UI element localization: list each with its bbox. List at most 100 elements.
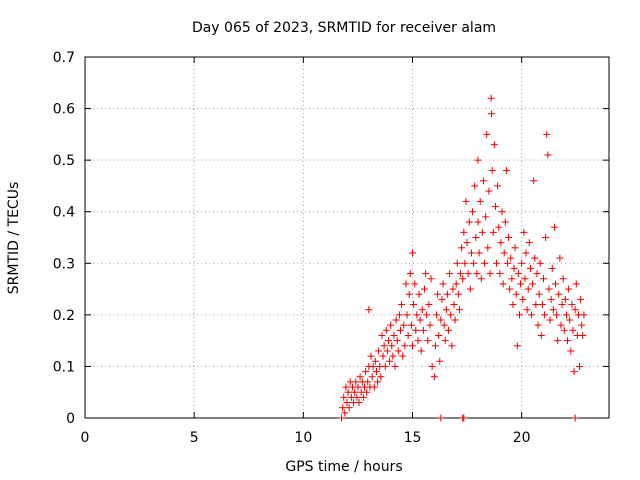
data-point — [440, 321, 448, 329]
data-point — [565, 285, 573, 293]
data-point — [436, 357, 444, 365]
data-point — [401, 342, 409, 350]
data-point — [554, 337, 562, 345]
data-point — [460, 228, 468, 236]
data-point — [339, 404, 347, 412]
data-point — [532, 301, 540, 309]
data-point — [487, 94, 495, 102]
data-point — [571, 306, 579, 314]
data-point — [523, 306, 531, 314]
data-point — [521, 275, 529, 283]
data-point — [577, 295, 585, 303]
data-point — [530, 177, 538, 185]
data-point — [508, 275, 516, 283]
data-point — [445, 326, 453, 334]
data-point — [359, 393, 367, 401]
data-point — [513, 342, 521, 350]
data-point — [473, 270, 481, 278]
x-tick-label: 15 — [404, 430, 422, 446]
data-point — [435, 331, 443, 339]
data-point — [389, 352, 397, 360]
data-point — [512, 290, 520, 298]
data-point — [489, 228, 497, 236]
data-point — [351, 388, 359, 396]
data-point — [518, 259, 526, 267]
data-point — [446, 270, 454, 278]
data-point — [383, 347, 391, 355]
data-point — [447, 311, 455, 319]
data-point — [475, 249, 483, 257]
data-point — [546, 316, 554, 324]
data-point — [580, 311, 588, 319]
data-point — [455, 306, 463, 314]
data-point — [494, 182, 502, 190]
data-point — [343, 399, 351, 407]
data-point — [368, 373, 376, 381]
data-point — [488, 110, 496, 118]
data-point — [370, 383, 378, 391]
data-point — [390, 331, 398, 339]
data-point — [520, 228, 528, 236]
y-tick-label: 0.2 — [53, 308, 75, 324]
data-point — [372, 368, 380, 376]
data-point — [364, 378, 372, 386]
data-point — [493, 259, 501, 267]
data-point — [369, 362, 377, 370]
data-point — [485, 187, 493, 195]
data-point — [424, 337, 432, 345]
data-point — [511, 244, 519, 252]
data-point — [570, 368, 578, 376]
data-point — [464, 270, 472, 278]
data-point — [531, 254, 539, 262]
data-point — [543, 130, 551, 138]
data-point — [393, 337, 401, 345]
data-point — [537, 331, 545, 339]
data-point — [450, 301, 458, 309]
data-point — [572, 280, 580, 288]
data-point — [552, 280, 560, 288]
data-point — [377, 373, 385, 381]
data-point — [498, 208, 506, 216]
data-point — [449, 285, 457, 293]
data-point — [491, 203, 499, 211]
data-point — [560, 326, 568, 334]
data-point — [527, 311, 535, 319]
data-point — [409, 249, 416, 257]
y-tick-label: 0.5 — [53, 153, 75, 169]
data-point — [500, 249, 508, 257]
y-axis-title: SRMTID / TECUs — [6, 182, 22, 295]
data-point — [524, 285, 532, 293]
data-point — [526, 264, 534, 272]
data-point — [576, 362, 584, 370]
data-point — [400, 321, 408, 329]
data-point — [502, 166, 510, 174]
data-point — [568, 301, 576, 309]
data-point — [365, 306, 373, 314]
data-point — [509, 301, 517, 309]
x-tick-label: 10 — [294, 430, 312, 446]
data-point — [571, 414, 579, 422]
data-point — [426, 321, 434, 329]
data-point — [441, 337, 449, 345]
data-points — [338, 94, 588, 422]
x-tick-label: 5 — [190, 430, 199, 446]
data-point — [566, 316, 574, 324]
data-point — [391, 362, 399, 370]
y-tick-label: 0.7 — [53, 50, 75, 66]
data-point — [457, 270, 465, 278]
data-point — [517, 280, 525, 288]
data-point — [490, 141, 498, 149]
data-point — [402, 280, 410, 288]
data-point — [476, 197, 484, 205]
data-point — [382, 326, 390, 334]
x-axis-title: GPS time / hours — [285, 459, 402, 475]
data-point — [534, 321, 542, 329]
data-point — [507, 254, 515, 262]
data-point — [386, 357, 394, 365]
data-point — [353, 393, 361, 401]
data-point — [558, 301, 566, 309]
data-point — [496, 270, 504, 278]
data-point — [550, 223, 558, 231]
data-point — [409, 342, 416, 350]
data-point — [355, 399, 363, 407]
